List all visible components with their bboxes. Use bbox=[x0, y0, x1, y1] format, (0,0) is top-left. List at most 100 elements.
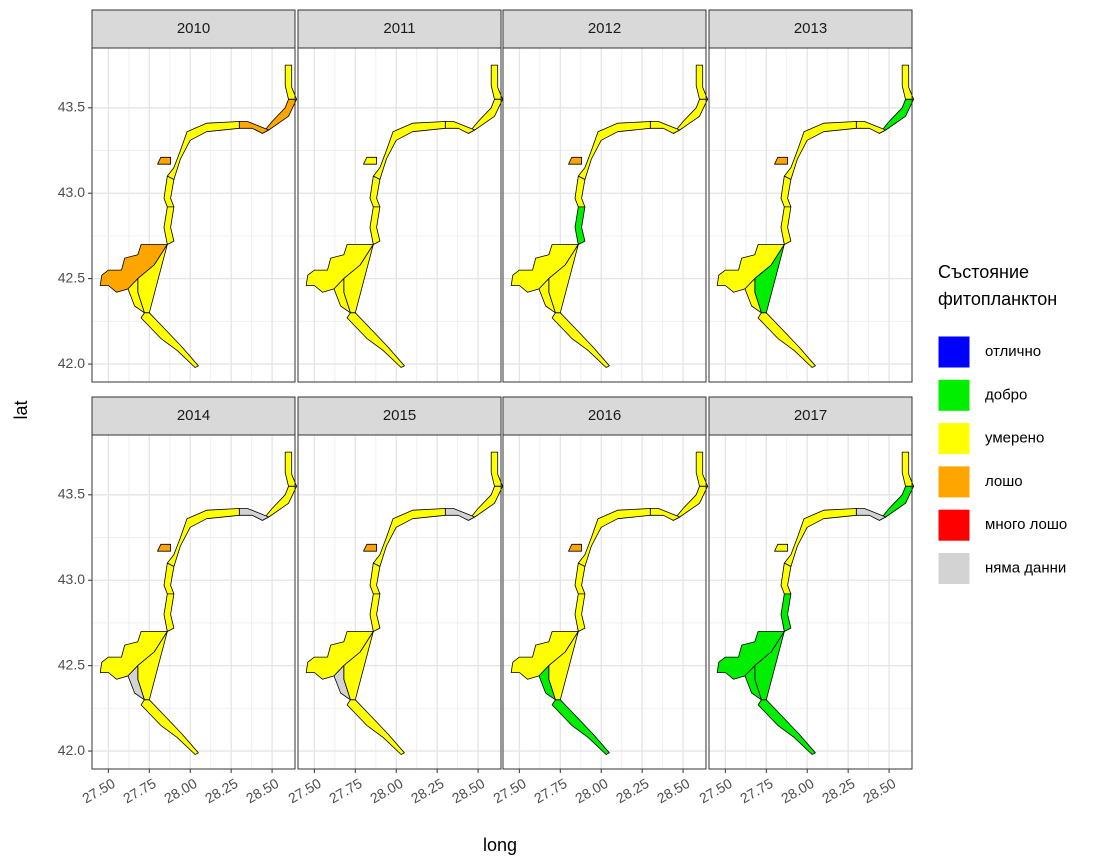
region bbox=[577, 508, 651, 567]
y-tick-label: 42.5 bbox=[58, 656, 85, 672]
y-tick-label: 42.5 bbox=[58, 269, 85, 285]
region bbox=[774, 543, 788, 552]
legend-key bbox=[937, 552, 971, 585]
region bbox=[163, 206, 175, 245]
panel-border bbox=[297, 434, 502, 770]
panel bbox=[709, 48, 912, 382]
panel bbox=[92, 435, 295, 769]
y-tick-label: 43.0 bbox=[58, 571, 85, 587]
panel-border bbox=[297, 47, 502, 383]
region bbox=[346, 699, 405, 755]
region bbox=[369, 593, 381, 632]
panel bbox=[503, 435, 706, 769]
legend-label: много лошо bbox=[985, 516, 1067, 533]
region bbox=[577, 121, 651, 180]
legend-key bbox=[937, 335, 971, 369]
strip bbox=[708, 396, 913, 436]
y-tick-label: 42.0 bbox=[58, 742, 85, 758]
panel-border bbox=[91, 47, 296, 383]
strip bbox=[297, 396, 502, 436]
region bbox=[783, 121, 857, 180]
region bbox=[363, 156, 378, 165]
strip-label: 2012 bbox=[588, 20, 621, 37]
x-tick-label: 28.00 bbox=[572, 775, 611, 806]
x-tick-label: 28.25 bbox=[613, 775, 652, 806]
y-axis-label: lat bbox=[11, 400, 31, 419]
strip bbox=[297, 9, 502, 49]
legend-key bbox=[937, 508, 971, 542]
x-tick-label: 28.50 bbox=[449, 775, 488, 806]
region bbox=[166, 121, 240, 180]
region bbox=[372, 508, 446, 567]
region bbox=[551, 312, 610, 368]
y-tick-label: 43.5 bbox=[58, 485, 85, 501]
region bbox=[166, 508, 240, 567]
strip bbox=[502, 9, 707, 49]
x-tick-label: 27.50 bbox=[285, 775, 324, 806]
region bbox=[333, 278, 351, 314]
x-tick-label: 27.75 bbox=[737, 775, 776, 806]
x-tick-label: 28.25 bbox=[202, 775, 241, 806]
x-tick-label: 27.50 bbox=[490, 775, 529, 806]
region bbox=[346, 312, 405, 368]
strip-label: 2014 bbox=[177, 407, 210, 424]
panel bbox=[298, 435, 501, 769]
region bbox=[574, 206, 586, 245]
region bbox=[757, 312, 816, 368]
legend-label: добро bbox=[985, 386, 1027, 403]
region bbox=[744, 278, 762, 314]
strip-label: 2015 bbox=[383, 407, 416, 424]
strip bbox=[91, 9, 296, 49]
legend-title: Състояние bbox=[938, 262, 1029, 282]
region bbox=[538, 665, 556, 701]
x-tick-label: 27.75 bbox=[326, 775, 365, 806]
legend-label: умерено bbox=[985, 430, 1044, 447]
x-tick-label: 27.50 bbox=[79, 775, 118, 806]
region bbox=[333, 665, 351, 701]
x-axis-label: long bbox=[483, 835, 517, 855]
x-tick-label: 28.00 bbox=[367, 775, 406, 806]
region bbox=[363, 543, 378, 552]
legend-label: отлично bbox=[985, 343, 1041, 360]
panel bbox=[92, 48, 295, 382]
region bbox=[744, 665, 762, 701]
x-tick-label: 28.50 bbox=[654, 775, 693, 806]
panel-border bbox=[91, 434, 296, 770]
legend-key bbox=[937, 378, 971, 412]
region bbox=[780, 206, 792, 245]
panel bbox=[503, 48, 706, 382]
legend-key bbox=[937, 422, 971, 456]
legend-label: няма данни bbox=[985, 559, 1066, 576]
x-tick-label: 28.50 bbox=[243, 775, 282, 806]
legend-label: лошо bbox=[985, 473, 1023, 490]
strip-label: 2011 bbox=[383, 20, 415, 37]
panel-border bbox=[502, 434, 707, 770]
panel-border bbox=[708, 434, 913, 770]
region bbox=[157, 156, 172, 165]
x-tick-label: 28.25 bbox=[408, 775, 447, 806]
region bbox=[551, 699, 610, 755]
y-tick-label: 43.5 bbox=[58, 98, 85, 114]
region bbox=[780, 593, 792, 632]
region bbox=[568, 156, 582, 165]
region bbox=[140, 312, 199, 368]
region bbox=[568, 543, 582, 552]
region bbox=[127, 665, 145, 701]
x-tick-label: 27.75 bbox=[120, 775, 159, 806]
region bbox=[369, 206, 381, 245]
panel bbox=[709, 435, 912, 769]
x-tick-label: 28.50 bbox=[860, 775, 899, 806]
panel bbox=[298, 48, 501, 382]
x-tick-label: 28.00 bbox=[161, 775, 200, 806]
region bbox=[783, 508, 857, 567]
region bbox=[157, 543, 172, 552]
legend-title: фитопланктон bbox=[938, 289, 1057, 309]
region bbox=[140, 699, 199, 755]
y-tick-label: 43.0 bbox=[58, 184, 85, 200]
region bbox=[163, 593, 175, 632]
region bbox=[757, 699, 816, 755]
x-tick-label: 27.50 bbox=[696, 775, 735, 806]
x-tick-label: 27.75 bbox=[531, 775, 570, 806]
region bbox=[372, 121, 446, 180]
